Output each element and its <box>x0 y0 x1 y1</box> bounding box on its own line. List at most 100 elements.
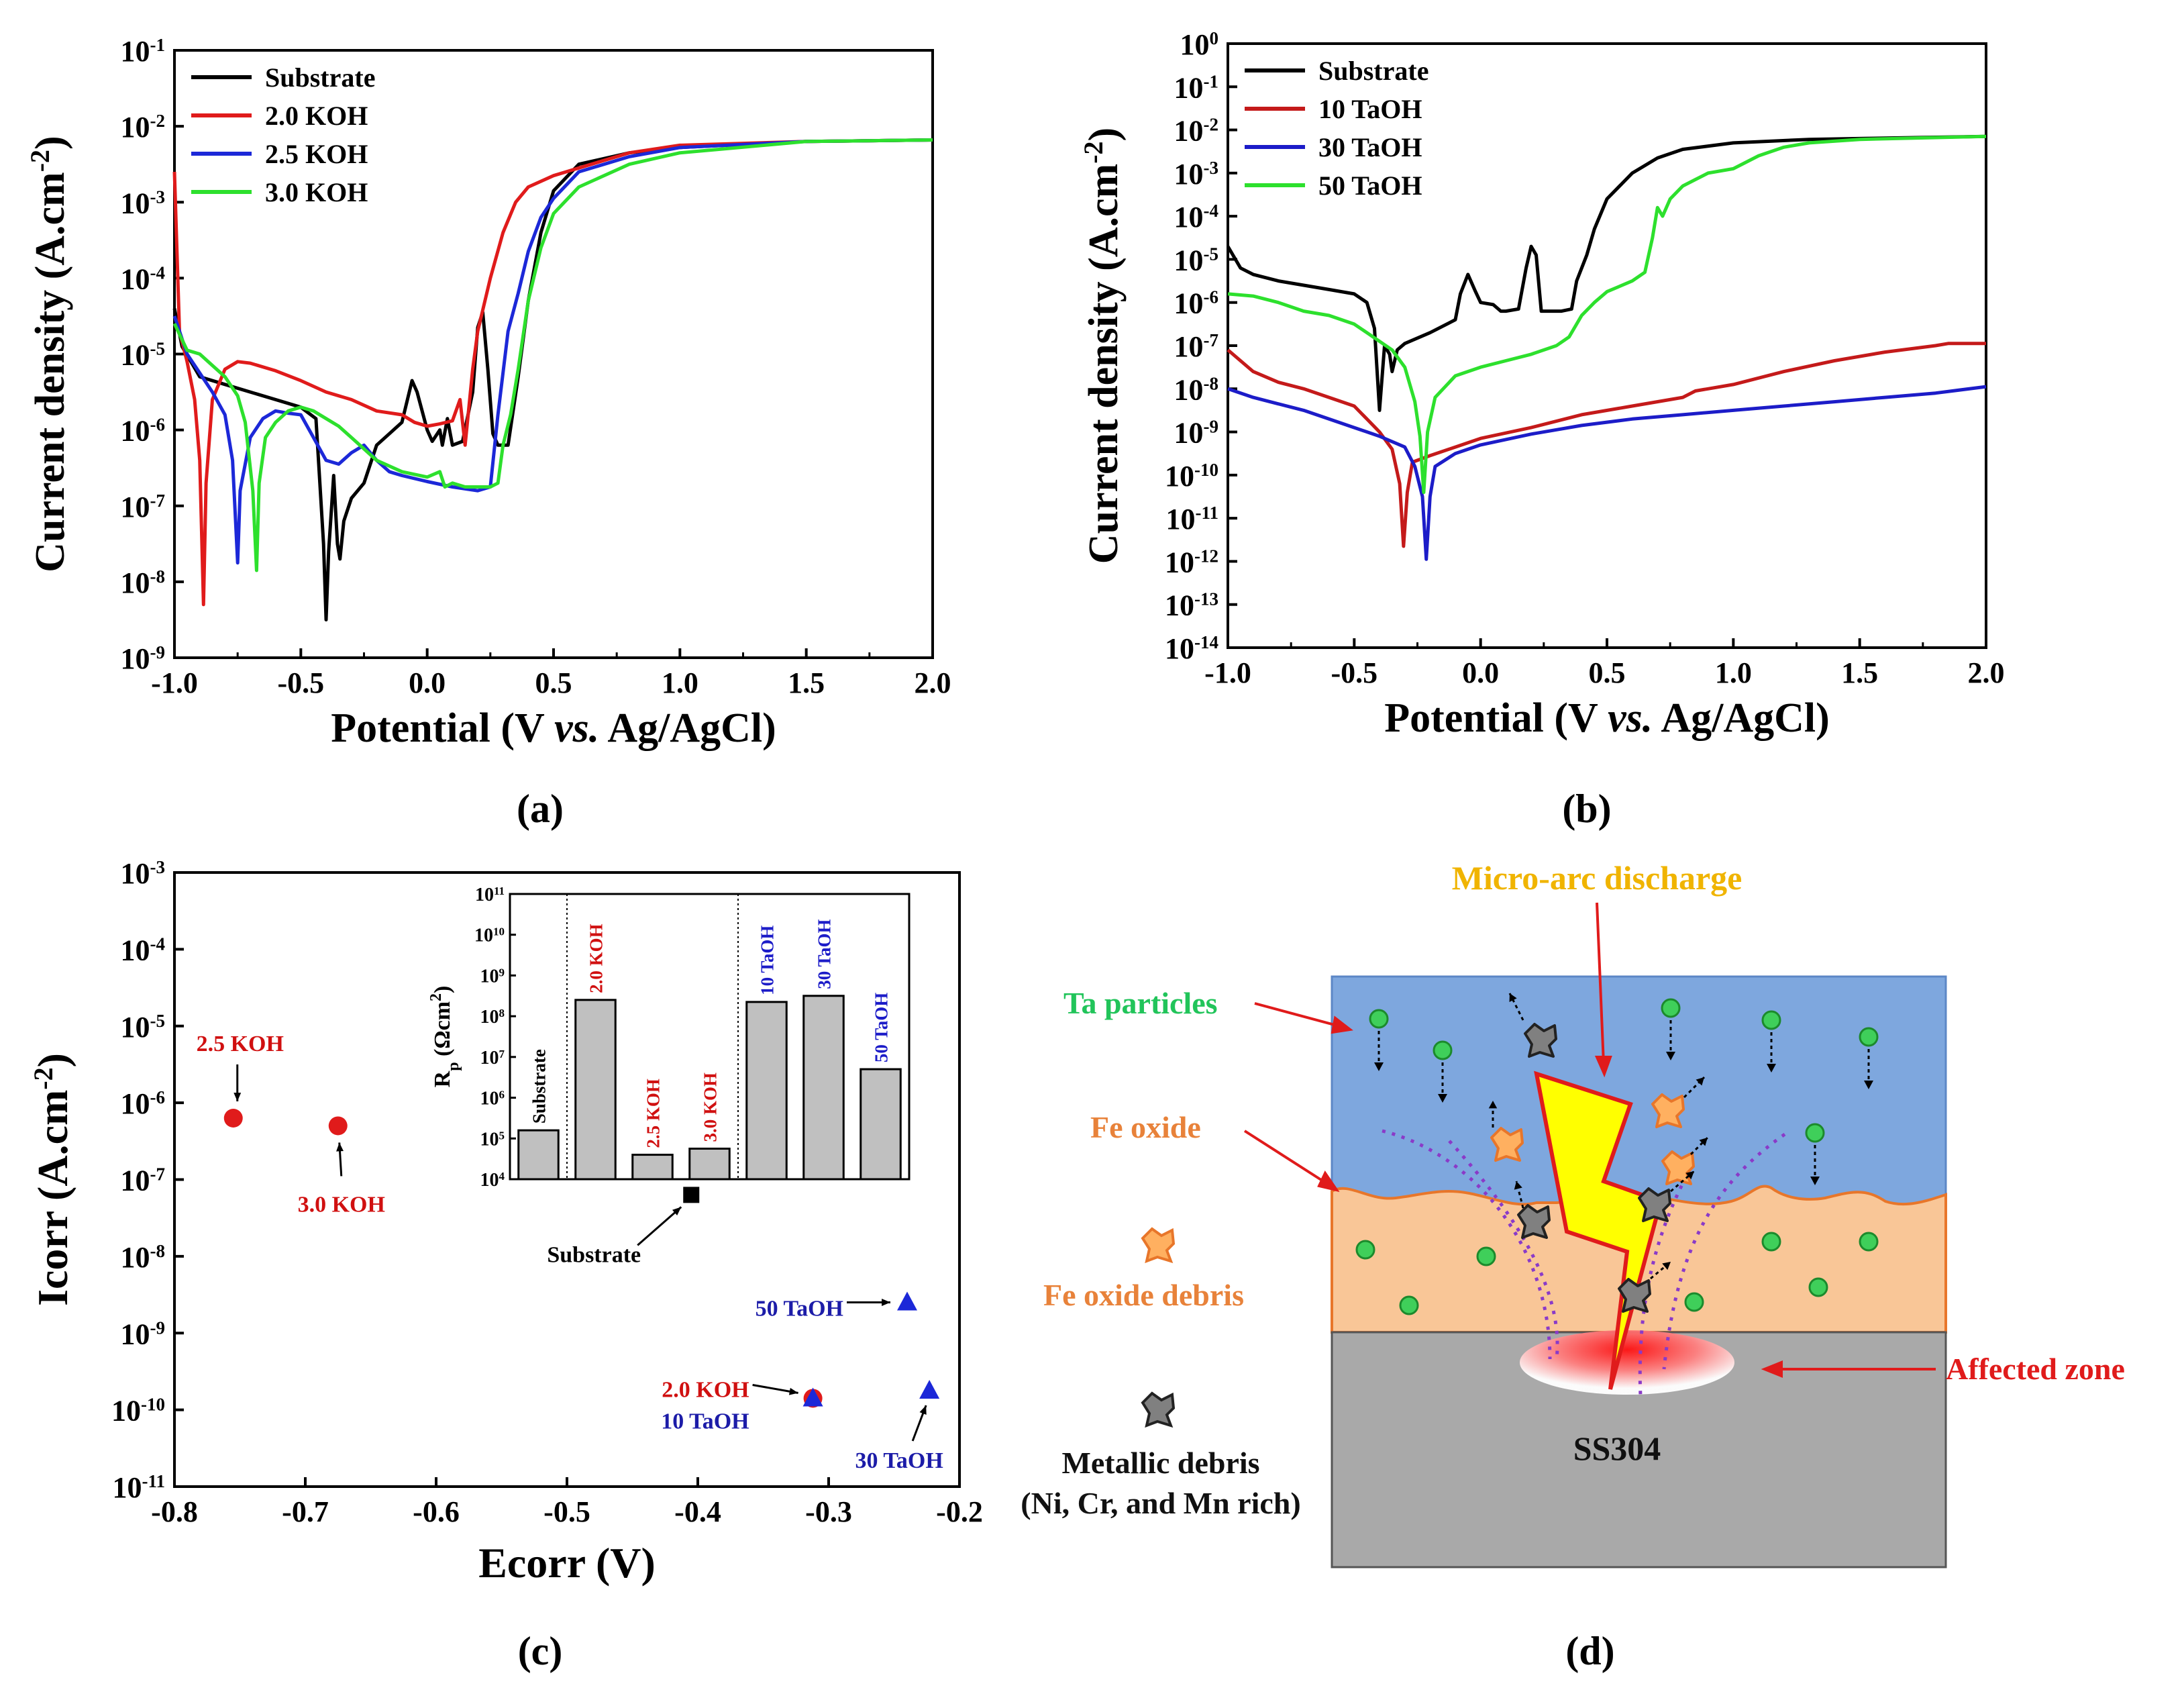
ta-particle <box>1761 1232 1781 1252</box>
x-axis-label-part: vs. <box>1608 695 1653 741</box>
y-tick-label-exp: -7 <box>1204 330 1219 350</box>
x-tick-label: -1.0 <box>151 666 198 699</box>
inset-bar-label: 30 TaOH <box>815 919 835 989</box>
data-point-triangle <box>802 1387 823 1407</box>
legend-label: 3.0 KOH <box>265 177 368 207</box>
y-tick-label: 10-14 <box>1165 632 1218 665</box>
y-tick-label-exp: -5 <box>150 339 166 359</box>
fe-oxide-debris-label: Fe oxide debris <box>1043 1278 1244 1312</box>
x-tick-label: 0.5 <box>1589 656 1626 689</box>
y-tick-label-exp: -4 <box>1204 201 1219 221</box>
x-tick-label: 1.5 <box>1841 656 1878 689</box>
y-tick-label-exp: -9 <box>150 1317 166 1338</box>
fe-oxide-debris-legend-icon <box>1141 1227 1176 1264</box>
y-tick-label: 10-3 <box>121 857 166 890</box>
y-axis-label-part: -2 <box>25 150 55 172</box>
inset-y-tick-label-base: 10 <box>480 1048 499 1068</box>
inset-y-tick-label-exp: 4 <box>499 1170 505 1183</box>
data-point-label: 10 TaOH <box>661 1409 749 1434</box>
y-tick-label: 10-7 <box>121 491 166 523</box>
x-tick-label: -0.4 <box>674 1495 721 1528</box>
y-tick-label-exp: -4 <box>150 934 166 954</box>
y-tick-label-exp: -6 <box>150 1087 166 1107</box>
y-tick-label-base: 10 <box>1174 71 1204 104</box>
inset-y-tick-label-base: 10 <box>480 1170 499 1191</box>
annotation-arrowhead <box>233 1093 242 1101</box>
y-tick-label-exp: -3 <box>150 857 166 877</box>
y-tick-label: 10-11 <box>1165 503 1218 536</box>
metallic-debris-particle <box>1524 1023 1557 1058</box>
affected-zone-ellipse <box>1520 1330 1734 1395</box>
inset-y-axis-label-part: ) <box>430 986 455 993</box>
inset-bar-label: 50 TaOH <box>872 993 892 1062</box>
inset-y-tick-label-exp: 5 <box>499 1129 505 1142</box>
particle-arrowhead <box>1767 1064 1776 1073</box>
y-tick-label-base: 10 <box>1174 158 1204 191</box>
y-tick-label-base: 10 <box>1180 28 1210 61</box>
y-tick-label-exp: -13 <box>1194 589 1218 609</box>
inset-y-tick-label-exp: 7 <box>499 1047 505 1060</box>
inset-bar-label: 2.0 KOH <box>586 924 607 993</box>
series-line-4 <box>172 138 933 572</box>
inset-y-tick-label-base: 10 <box>480 1007 499 1028</box>
y-tick-label-exp: -9 <box>1204 417 1219 437</box>
y-tick-label-base: 10 <box>1165 460 1194 493</box>
y-tick-label: 10-9 <box>121 642 166 675</box>
panel-d-schematic: Micro-arc discharge Ta particles Fe oxid… <box>1021 859 2125 1568</box>
panel-b-chart: -1.0 -0.5 0.0 0.5 1.0 1.5 2.010-1410-1310-1210… <box>1078 28 2005 741</box>
inset-bar <box>574 999 617 1181</box>
inset-y-axis-label-part: R <box>430 1070 455 1087</box>
y-tick-label-base: 10 <box>1174 201 1204 234</box>
y-tick-label-base: 10 <box>121 1241 150 1274</box>
flow-line <box>1662 1132 1786 1370</box>
y-axis-label-part: ) <box>1081 128 1127 142</box>
inset-y-tick-label: 1010 <box>474 925 505 946</box>
metallic-debris-particle <box>1618 1278 1651 1313</box>
x-tick-label: 1.0 <box>662 666 698 699</box>
y-tick-label: 10-4 <box>121 262 166 295</box>
x-axis-label: Potential (V vs. Ag/AgCl) <box>331 705 776 751</box>
y-tick-label-exp: -1 <box>150 35 166 55</box>
debris-arrowhead <box>1685 1171 1694 1180</box>
y-tick-label-base: 10 <box>121 111 150 144</box>
x-tick-label: -1.0 <box>1204 656 1251 689</box>
y-tick-label-base: 10 <box>121 642 150 675</box>
data-point-square <box>683 1187 700 1203</box>
y-tick-label: 10-10 <box>111 1395 165 1428</box>
panel-labels: (a) (b) (c) (d) <box>517 787 1615 1673</box>
y-tick-label-exp: -5 <box>150 1011 166 1031</box>
y-tick-label: 10-6 <box>121 415 166 448</box>
y-axis-label: Current density (A.cm-2) <box>1078 128 1127 564</box>
x-axis-label-part: vs. <box>554 705 599 751</box>
inset-bar <box>517 1129 560 1181</box>
y-tick-label: 10-2 <box>1174 115 1219 148</box>
fe-oxide-debris-particle <box>1651 1093 1685 1128</box>
debris-arrowhead <box>1509 993 1517 1002</box>
ta-particle <box>1859 1232 1879 1252</box>
metallic-debris-sublabel: (Ni, Cr, and Mn rich) <box>1021 1486 1300 1520</box>
inset-y-tick-label-exp: 9 <box>499 966 505 979</box>
y-tick-label-base: 10 <box>121 1317 150 1350</box>
y-tick-label: 10-13 <box>1165 589 1218 622</box>
y-tick-label: 10-8 <box>1174 373 1219 406</box>
legend-label: 50 TaOH <box>1318 170 1422 201</box>
particle-arrowhead <box>1438 1094 1447 1103</box>
y-tick-label-exp: -6 <box>150 415 166 435</box>
y-tick-label-base: 10 <box>112 1471 142 1504</box>
ta-particle <box>1399 1295 1419 1315</box>
x-tick-label: -0.5 <box>278 666 325 699</box>
y-tick-label: 10-8 <box>121 566 166 599</box>
inset-bar <box>745 1001 788 1181</box>
debris-arrowhead <box>1514 1181 1522 1190</box>
y-tick-label: 10-6 <box>121 1087 166 1120</box>
y-tick-label-exp: -7 <box>150 491 166 511</box>
flow-line <box>1448 1140 1559 1360</box>
debris-arrow <box>1508 993 1524 1021</box>
x-tick-label: 2.0 <box>1968 656 2005 689</box>
ta-particle <box>1859 1027 1879 1047</box>
data-point-label: 2.0 KOH <box>662 1377 749 1402</box>
y-tick-label: 10-5 <box>121 1011 166 1044</box>
x-axis-label: Potential (V vs. Ag/AgCl) <box>1384 695 1830 741</box>
y-tick-label: 10-2 <box>121 111 166 144</box>
